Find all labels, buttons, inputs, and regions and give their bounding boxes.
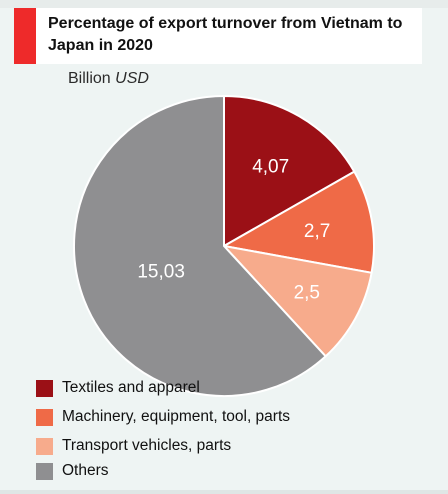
legend: Textiles and apparel Machinery, equipmen…: [36, 378, 436, 483]
pie-slice-others: [73, 94, 328, 397]
slice-label-transport: 2,5: [294, 283, 320, 304]
legend-swatch-others: [36, 463, 53, 480]
legend-item-textiles: Textiles and apparel: [36, 378, 436, 400]
unit-label-usd: USD: [115, 70, 149, 87]
legend-label-others: Others: [62, 462, 109, 479]
bottom-strip: [0, 490, 448, 494]
legend-swatch-machinery: [36, 409, 53, 426]
legend-label-transport: Transport vehicles, parts: [62, 437, 232, 454]
slice-label-textiles: 4,07: [252, 157, 289, 178]
legend-swatch-textiles: [36, 380, 53, 397]
legend-item-others: Others: [36, 461, 436, 483]
slice-label-others: 15,03: [137, 262, 185, 283]
slice-label-machinery: 2,7: [304, 221, 330, 242]
legend-item-transport: Transport vehicles, parts: [36, 436, 436, 458]
legend-item-machinery: Machinery, equipment, tool, parts: [36, 407, 436, 429]
pie-slice-transport: [221, 244, 373, 358]
title-box: Percentage of export turnover from Vietn…: [14, 8, 422, 64]
legend-swatch-transport: [36, 438, 53, 455]
pie-slice-textiles: [223, 94, 356, 248]
pie-slice-machinery: [221, 170, 375, 274]
legend-label-textiles: Textiles and apparel: [62, 379, 200, 396]
legend-label-machinery: Machinery, equipment, tool, parts: [62, 408, 291, 425]
chart-title: Percentage of export turnover from Vietn…: [48, 15, 403, 54]
unit-label: Billion USD: [68, 70, 149, 88]
top-strip: [0, 0, 448, 8]
unit-label-billion: Billion: [68, 70, 111, 87]
